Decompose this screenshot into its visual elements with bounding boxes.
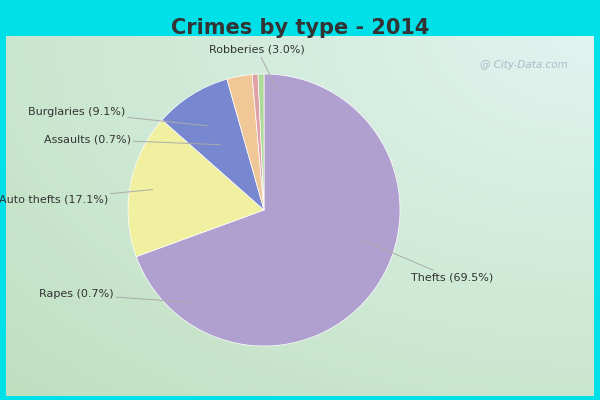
Wedge shape [252,74,264,210]
Wedge shape [136,74,400,346]
Wedge shape [258,74,264,210]
Text: Thefts (69.5%): Thefts (69.5%) [362,240,493,283]
Text: Auto thefts (17.1%): Auto thefts (17.1%) [0,190,152,204]
Text: @ City-Data.com: @ City-Data.com [479,60,568,70]
Wedge shape [227,74,264,210]
Text: Crimes by type - 2014: Crimes by type - 2014 [171,18,429,38]
Text: Robberies (3.0%): Robberies (3.0%) [209,44,305,90]
Wedge shape [162,79,264,210]
Wedge shape [128,120,264,257]
Text: Rapes (0.7%): Rapes (0.7%) [39,289,193,302]
Text: Assaults (0.7%): Assaults (0.7%) [44,134,220,145]
Text: Burglaries (9.1%): Burglaries (9.1%) [28,107,207,126]
